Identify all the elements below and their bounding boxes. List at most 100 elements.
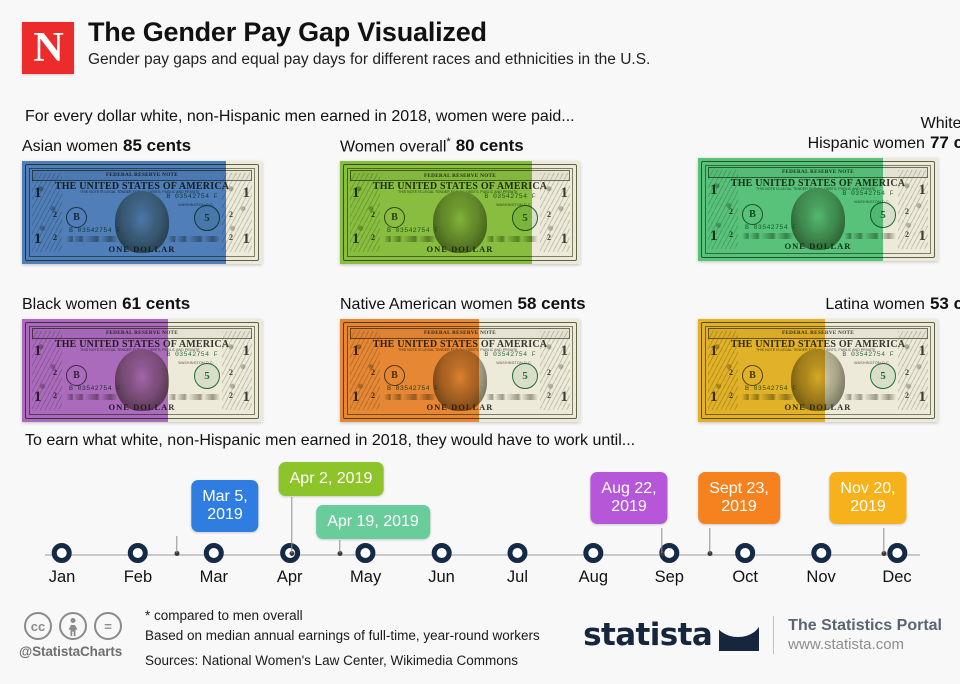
footnote-sources: Sources: National Women's Law Center, Wi… (145, 652, 518, 668)
timeline-event-dot[interactable] (659, 551, 665, 556)
timeline-month-jun[interactable]: Jun (428, 543, 455, 587)
statista-wave-icon (719, 619, 760, 651)
timeline-month-label: Dec (882, 568, 912, 586)
equal-pay-day-timeline: Jan Feb Mar Apr May Jun Jul Aug Sep Oct (0, 462, 960, 592)
timeline-month-marker-icon (507, 543, 528, 563)
timeline-month-nov[interactable]: Nov (806, 543, 836, 587)
bill-treasury-seal-icon: 5 (194, 362, 220, 389)
timeline-month-feb[interactable]: Feb (124, 543, 152, 587)
equal-pay-day-chip[interactable]: Nov 20, 2019 (829, 472, 907, 525)
timeline-event-dot[interactable] (174, 551, 180, 556)
bill-corner-numeral-tr: 1 (918, 181, 927, 198)
person-body-icon (68, 625, 78, 636)
footer: cc = @StatistaCharts * compared to men o… (0, 598, 960, 684)
timeline-month-label: Jan (48, 568, 76, 586)
timeline-event-dot[interactable] (289, 551, 295, 556)
timeline-month-jul[interactable]: Jul (507, 543, 528, 587)
bill-district-number-b: 2 (905, 367, 909, 377)
timeline-event-dot[interactable] (707, 551, 713, 556)
timeline-month-dec[interactable]: Dec (882, 543, 912, 587)
brand-url: www.statista.com (788, 636, 905, 653)
statista-wordmark: statista (583, 616, 713, 653)
bill-district-number-b: 2 (905, 206, 909, 216)
statista-branding: statista The Statistics Portal www.stati… (583, 616, 942, 655)
bill-washington-dc-text: WASHINGTON,D.C. (496, 360, 532, 365)
person-head-icon (70, 618, 76, 623)
bill-corner-numeral-tr: 1 (560, 342, 569, 359)
bill-color-overlay (340, 161, 532, 265)
bill-right-ornament (540, 173, 570, 253)
timeline-month-aug[interactable]: Aug (579, 543, 608, 587)
bill-district-number-d: 2 (229, 390, 233, 400)
timeline-month-label: Nov (806, 568, 836, 586)
header: N The Gender Pay Gap Visualized Gender p… (22, 18, 650, 74)
timeline-month-marker-icon (355, 543, 376, 563)
bill-cents-value: 61 cents (122, 294, 191, 313)
bill-group-name: White non-Hispanic women (807, 115, 960, 152)
bill-signature-right (168, 393, 220, 400)
timeline-month-oct[interactable]: Oct (732, 543, 758, 587)
timeline-connector-line (709, 528, 711, 553)
bill-right-ornament (898, 169, 928, 249)
bill-color-overlay (340, 318, 480, 422)
equal-pay-day-chip[interactable]: Apr 19, 2019 (316, 505, 430, 540)
bill-image: FEDERAL RESERVE NOTE THE UNITED STATES O… (22, 160, 262, 264)
timeline-axis (45, 554, 920, 556)
bill-image: FEDERAL RESERVE NOTE THE UNITED STATES O… (340, 318, 580, 422)
bill-corner-numeral-tr: 1 (918, 342, 927, 359)
bill-group-name: Latina women (825, 296, 925, 313)
footnotes: * compared to men overall Based on media… (145, 606, 540, 671)
timeline-month-sep[interactable]: Sep (655, 543, 684, 587)
page-subtitle: Gender pay gaps and equal pay days for d… (88, 51, 651, 69)
footnote-asterisk: * compared to men overall (145, 608, 303, 623)
timeline-month-jan[interactable]: Jan (48, 543, 76, 587)
bill-color-overlay (698, 157, 883, 261)
newsweek-logo-letter: N (33, 25, 63, 71)
cc-icon: cc (24, 612, 52, 640)
timeline-connector-line (291, 497, 293, 553)
equal-pay-day-chip[interactable]: Aug 22, 2019 (590, 472, 668, 525)
bill-image: FEDERAL RESERVE NOTE THE UNITED STATES O… (340, 161, 580, 265)
bill-cents-value: 85 cents (123, 136, 192, 155)
timeline-month-marker-icon (811, 543, 832, 563)
timeline-event-dot[interactable] (881, 551, 887, 556)
bill-right-ornament (898, 330, 928, 410)
equal-pay-day-chip[interactable]: Sept 23, 2019 (698, 472, 780, 525)
timeline-month-label: Feb (123, 568, 153, 586)
timeline-month-marker-icon (583, 543, 604, 563)
page-title: The Gender Pay Gap Visualized (88, 17, 487, 47)
timeline-connector-line (176, 536, 178, 553)
timeline-event-dot[interactable] (337, 551, 343, 556)
bill-right-ornament (222, 172, 252, 252)
timeline-month-label: Oct (732, 568, 759, 586)
equal-pay-day-chip[interactable]: Apr 2, 2019 (278, 462, 384, 497)
equal-pay-day-chip[interactable]: Mar 5, 2019 (191, 480, 259, 533)
timeline-month-marker-icon (431, 543, 452, 563)
bill-corner-numeral-tr: 1 (242, 184, 251, 201)
timeline-month-may[interactable]: May (350, 543, 381, 587)
timeline-month-label: Aug (578, 568, 609, 586)
bill-corner-numeral-br: 1 (918, 227, 927, 244)
bill-serial-right: B 03542754 F (484, 350, 536, 358)
timeline-month-label: May (350, 568, 382, 586)
timeline-connector-line (339, 540, 341, 553)
bill-corner-numeral-br: 1 (560, 231, 569, 248)
timeline-month-marker-icon (887, 543, 907, 563)
brand-tagline: The Statistics Portal (788, 617, 942, 634)
bill-label: Native American women 58 cents (340, 294, 640, 314)
bill-district-number-d: 2 (905, 229, 909, 239)
bill-corner-numeral-br: 1 (560, 388, 569, 405)
footnote-basis: Based on median annual earnings of full-… (145, 628, 540, 644)
bill-signature-right (486, 393, 538, 400)
timeline-month-apr[interactable]: Apr (277, 543, 303, 587)
timeline-month-mar[interactable]: Mar (200, 543, 228, 587)
bill-label: Women overall* 80 cents (340, 136, 640, 156)
bill-corner-numeral-br: 1 (918, 388, 927, 405)
bill-cents-value: 80 cents (455, 136, 524, 156)
